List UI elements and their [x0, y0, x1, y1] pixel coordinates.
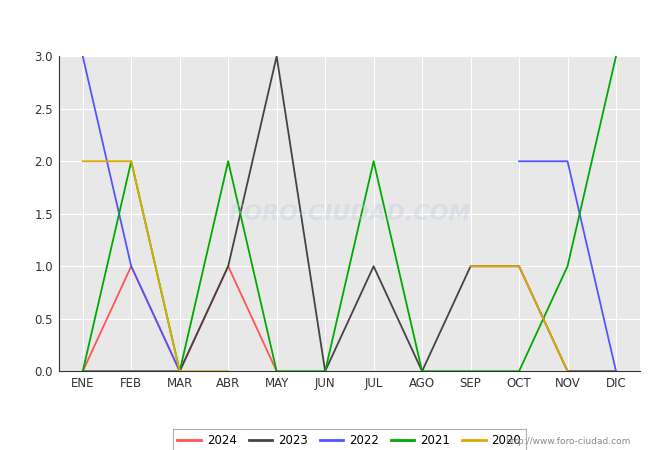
Legend: 2024, 2023, 2022, 2021, 2020: 2024, 2023, 2022, 2021, 2020: [173, 429, 526, 450]
Text: http://www.foro-ciudad.com: http://www.foro-ciudad.com: [505, 436, 630, 446]
Text: Matriculaciones de Vehiculos en Maello: Matriculaciones de Vehiculos en Maello: [162, 14, 488, 32]
Text: FORO-CIUDAD.COM: FORO-CIUDAD.COM: [228, 204, 471, 224]
